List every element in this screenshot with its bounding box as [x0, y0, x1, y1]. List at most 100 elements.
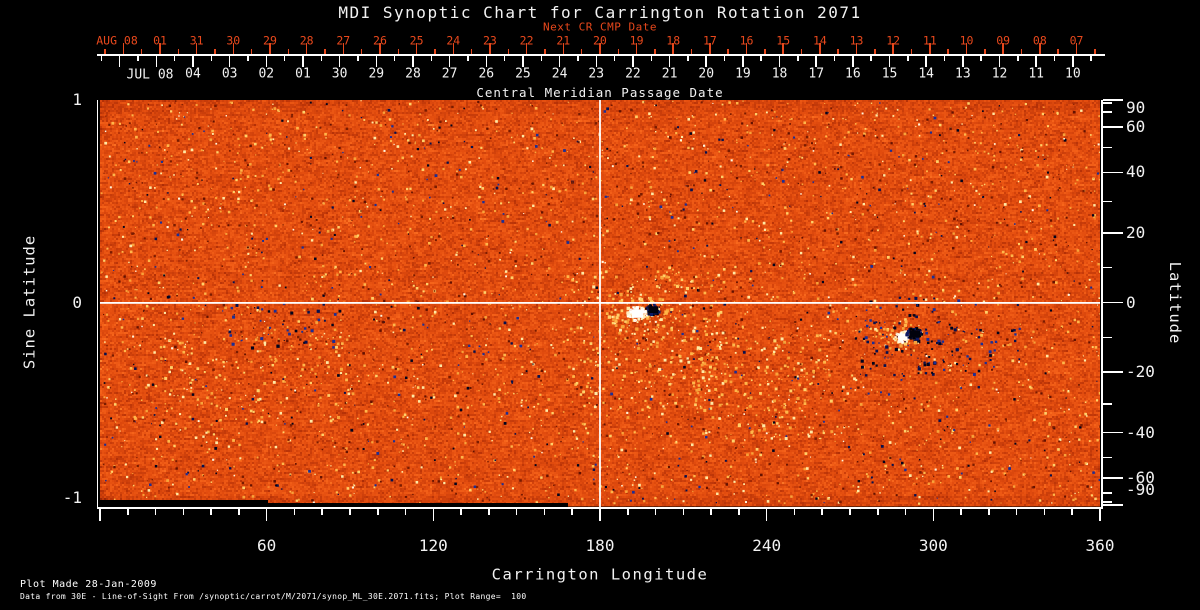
top-axis-red-tick-minor	[250, 49, 253, 55]
bottom-axis-tick-label: 300	[918, 536, 948, 555]
top-axis-red-tick-major	[269, 43, 271, 54]
plot-border-right	[1101, 100, 1103, 509]
top-axis-white-tick-minor	[540, 55, 543, 61]
top-axis-white-day-label: 01	[295, 66, 311, 82]
right-axis-tick-label: -60	[1126, 467, 1155, 487]
top-axis-white-tick-major	[925, 55, 927, 67]
top-axis-red-day-label: 07	[1069, 33, 1084, 48]
bottom-axis-tick-minor	[960, 508, 962, 515]
top-axis-white-tick-major	[705, 55, 707, 67]
top-axis-red-day-label: 10	[959, 33, 974, 48]
top-axis-white-tick-minor	[393, 55, 396, 61]
bottom-axis-tick-minor	[210, 508, 212, 515]
top-axis-red-tick-major	[1002, 43, 1004, 54]
top-axis-red-day-label: 31	[189, 33, 204, 48]
top-axis-white-tick-major	[815, 55, 817, 67]
top-axis-red-day-label: 29	[263, 33, 277, 48]
top-axis-red-tick-minor	[1020, 49, 1023, 55]
bottom-axis-tick-minor	[321, 508, 323, 515]
top-axis-white-tick-minor	[1017, 55, 1019, 61]
plot-border-left	[96, 100, 98, 509]
top-axis-red-tick-minor	[654, 49, 656, 55]
top-axis-red-tick-major	[819, 43, 821, 54]
top-axis-red-tick-major	[525, 43, 528, 54]
top-axis-white-day-label: 10	[1065, 66, 1081, 82]
top-axis-white-tick-minor	[723, 55, 726, 61]
bottom-axis-tick-minor	[793, 508, 796, 515]
right-axis-tick-minor	[1102, 111, 1112, 113]
top-axis-red-tick-major	[342, 43, 345, 54]
top-axis-red-tick-minor	[470, 49, 473, 55]
top-axis-white-day-label: 25	[515, 66, 531, 82]
top-axis-white-day-label: 20	[698, 66, 715, 82]
top-axis-line	[97, 54, 1105, 56]
bottom-axis-tick-minor	[1015, 508, 1018, 515]
plot-border-bottom	[96, 507, 1103, 509]
top-axis-red-tick-minor	[727, 49, 729, 55]
top-axis-white-tick-major	[155, 55, 158, 67]
top-axis-red-day-label: 20	[592, 33, 607, 48]
top-axis-red-day-label: 25	[409, 33, 424, 48]
bottom-axis-tick-minor	[460, 508, 462, 515]
top-axis-red-tick-major	[232, 43, 235, 54]
top-axis-white-tick-minor	[1053, 55, 1056, 61]
top-axis-red-tick-minor	[287, 49, 290, 55]
bottom-axis-tick-major	[1099, 508, 1101, 521]
bottom-axis-tick-major	[932, 508, 935, 521]
top-axis-white-tick-minor	[870, 55, 872, 61]
top-axis-red-tick-minor	[580, 49, 583, 55]
top-axis-white-tick-minor	[650, 55, 652, 61]
top-axis-red-tick-minor	[690, 49, 693, 55]
top-axis-red-tick-minor	[397, 49, 400, 55]
bottom-axis-tick-minor	[1071, 508, 1073, 515]
top-axis-red-tick-major	[672, 43, 674, 54]
bottom-axis-tick-minor	[515, 508, 518, 515]
right-axis-tick-major	[1102, 431, 1123, 434]
bottom-axis-tick-minor	[849, 508, 851, 515]
top-axis-white-tick-minor	[430, 55, 433, 61]
top-axis-white-day-label: 21	[661, 66, 678, 82]
bottom-axis-tick-major	[265, 508, 268, 521]
left-axis-tick-label: 1	[72, 90, 82, 109]
footer-data-source: Data from 30E - Line-of-Sight From /syno…	[20, 592, 527, 601]
top-axis-white-tick-minor	[980, 55, 982, 61]
top-axis-white-day-label: 16	[845, 66, 861, 82]
top-axis-white-month-label: JUL 08	[126, 67, 174, 83]
bottom-axis-tick-minor	[710, 508, 712, 515]
top-axis-red-tick-minor	[947, 49, 949, 55]
top-axis-red-month-label: AUG 08	[96, 33, 138, 48]
next-cr-cmp-date-label: Next CR CMP Date	[543, 20, 657, 34]
top-axis-white-tick-major	[558, 55, 561, 67]
top-axis-white-tick-major	[118, 55, 121, 67]
right-axis-tick-minor	[1102, 200, 1112, 202]
top-axis-white-tick-minor	[1090, 55, 1092, 61]
top-axis-white-tick-major	[1072, 55, 1074, 67]
bottom-axis-tick-label: 180	[585, 536, 615, 555]
bottom-axis-title: Carrington Longitude	[491, 565, 709, 584]
bottom-axis-tick-minor	[877, 508, 879, 515]
bottom-axis-tick-label: 120	[418, 536, 448, 555]
top-axis-red-tick-minor	[874, 49, 876, 55]
right-axis-tick-label: 0	[1126, 292, 1136, 312]
top-axis-white-tick-minor	[503, 55, 506, 61]
top-axis-white-tick-minor	[613, 55, 616, 61]
bottom-axis-tick-minor	[682, 508, 685, 515]
page-title: MDI Synoptic Chart for Carrington Rotati…	[338, 3, 862, 22]
bottom-axis-tick-label: 240	[752, 536, 782, 555]
right-axis-tick-label: -90	[1126, 480, 1155, 499]
top-axis-white-tick-minor	[137, 55, 139, 61]
top-axis-red-tick-major	[1075, 43, 1078, 54]
top-axis-white-tick-minor	[173, 55, 176, 61]
bottom-axis-tick-minor	[654, 508, 657, 515]
top-axis-white-tick-minor	[943, 55, 946, 61]
top-axis-red-tick-major	[782, 43, 784, 54]
bottom-axis-tick-label: 360	[1085, 536, 1115, 555]
bottom-axis-tick-minor	[738, 508, 740, 515]
top-axis-red-day-label: 01	[153, 33, 167, 48]
top-axis-red-tick-major	[855, 43, 858, 54]
top-axis-red-tick-minor	[544, 49, 546, 55]
top-axis-white-day-label: 23	[588, 66, 605, 82]
top-axis-white-tick-major	[412, 55, 414, 67]
left-axis-tick-label: -1	[62, 488, 82, 507]
